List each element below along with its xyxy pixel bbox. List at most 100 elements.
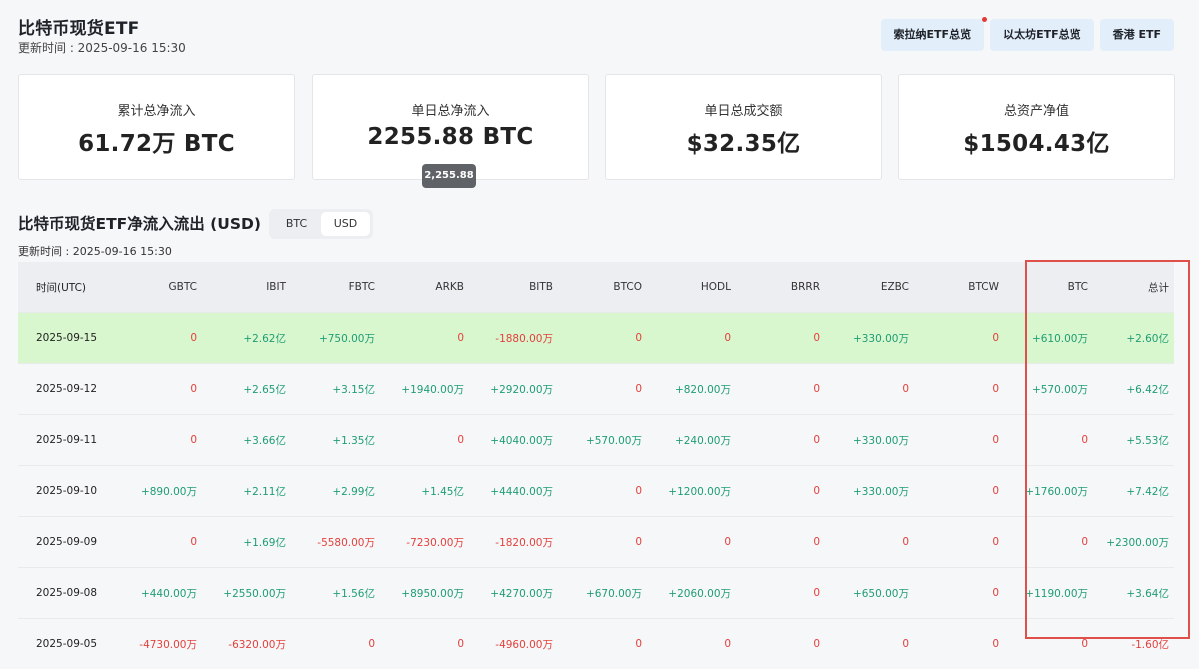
flow-cell: +650.00万 bbox=[825, 568, 914, 619]
flow-cell: 0 bbox=[647, 313, 736, 364]
flow-cell: 0 bbox=[123, 313, 202, 364]
column-header[interactable]: BRRR bbox=[736, 262, 825, 313]
flow-cell: +2.11亿 bbox=[202, 466, 291, 517]
flow-cell: +1.45亿 bbox=[380, 466, 469, 517]
column-header[interactable]: IBIT bbox=[202, 262, 291, 313]
flow-cell: -6320.00万 bbox=[202, 619, 291, 669]
flow-cell: +330.00万 bbox=[825, 415, 914, 466]
date-cell: 2025-09-09 bbox=[18, 517, 123, 568]
flow-cell: +440.00万 bbox=[123, 568, 202, 619]
flow-cell: 0 bbox=[380, 415, 469, 466]
flow-cell: +7.42亿 bbox=[1093, 466, 1174, 517]
flow-cell: 0 bbox=[914, 619, 1004, 669]
column-header[interactable]: 时间(UTC) bbox=[18, 262, 123, 313]
flow-cell: 0 bbox=[914, 313, 1004, 364]
date-cell: 2025-09-08 bbox=[18, 568, 123, 619]
flow-cell: -4730.00万 bbox=[123, 619, 202, 669]
flow-cell: +2550.00万 bbox=[202, 568, 291, 619]
flow-cell: 0 bbox=[291, 619, 380, 669]
column-header[interactable]: ARKB bbox=[380, 262, 469, 313]
column-header[interactable]: FBTC bbox=[291, 262, 380, 313]
flow-cell: 0 bbox=[1004, 517, 1093, 568]
date-cell: 2025-09-11 bbox=[18, 415, 123, 466]
flow-cell: +2.60亿 bbox=[1093, 313, 1174, 364]
date-cell: 2025-09-10 bbox=[18, 466, 123, 517]
flow-cell: +610.00万 bbox=[1004, 313, 1093, 364]
flow-cell: 0 bbox=[558, 619, 647, 669]
flow-cell: 0 bbox=[736, 364, 825, 415]
date-cell: 2025-09-05 bbox=[18, 619, 123, 669]
flow-cell: +2060.00万 bbox=[647, 568, 736, 619]
flow-cell: 0 bbox=[647, 517, 736, 568]
ethereum-etf-overview-button[interactable]: 以太坊ETF总览 bbox=[990, 19, 1094, 51]
flow-cell: +2.65亿 bbox=[202, 364, 291, 415]
section-update-time: 更新时间 : 2025-09-16 15:30 bbox=[18, 243, 172, 259]
flow-cell: 0 bbox=[558, 517, 647, 568]
flow-cell: 0 bbox=[558, 364, 647, 415]
column-header[interactable]: GBTC bbox=[123, 262, 202, 313]
stat-card-label: 单日总成交额 bbox=[606, 100, 881, 119]
solana-etf-overview-button[interactable]: 索拉纳ETF总览 bbox=[881, 19, 985, 51]
flow-cell: +2920.00万 bbox=[469, 364, 558, 415]
column-header[interactable]: BTCO bbox=[558, 262, 647, 313]
flow-cell: 0 bbox=[1004, 415, 1093, 466]
flow-cell: 0 bbox=[380, 619, 469, 669]
flow-cell: 0 bbox=[914, 568, 1004, 619]
flow-cell: +1760.00万 bbox=[1004, 466, 1093, 517]
date-cell: 2025-09-15 bbox=[18, 313, 123, 364]
flow-cell: +4440.00万 bbox=[469, 466, 558, 517]
flow-cell: 0 bbox=[914, 415, 1004, 466]
stat-card-label: 总资产净值 bbox=[899, 100, 1174, 119]
flow-cell: 0 bbox=[825, 619, 914, 669]
column-header[interactable]: EZBC bbox=[825, 262, 914, 313]
flow-cell: 0 bbox=[736, 313, 825, 364]
column-header[interactable]: BTC bbox=[1004, 262, 1093, 313]
flow-cell: 0 bbox=[736, 466, 825, 517]
table-row: 2025-09-10+890.00万+2.11亿+2.99亿+1.45亿+444… bbox=[18, 466, 1174, 517]
flow-cell: 0 bbox=[123, 517, 202, 568]
stat-card-label: 累计总净流入 bbox=[19, 100, 294, 119]
top-nav-buttons: 索拉纳ETF总览 以太坊ETF总览 香港 ETF bbox=[881, 19, 1174, 51]
flow-cell: +2300.00万 bbox=[1093, 517, 1174, 568]
flow-cell: +1.56亿 bbox=[291, 568, 380, 619]
page-title: 比特币现货ETF bbox=[18, 14, 139, 39]
flow-cell: +3.66亿 bbox=[202, 415, 291, 466]
flow-cell: -5580.00万 bbox=[291, 517, 380, 568]
flow-cell: +330.00万 bbox=[825, 313, 914, 364]
hongkong-etf-button[interactable]: 香港 ETF bbox=[1100, 19, 1174, 51]
column-header[interactable]: HODL bbox=[647, 262, 736, 313]
flow-cell: 0 bbox=[914, 466, 1004, 517]
stat-card-value: $32.35亿 bbox=[606, 124, 881, 158]
section-title: 比特币现货ETF净流入流出 (USD) bbox=[18, 212, 261, 234]
flow-cell: +570.00万 bbox=[1004, 364, 1093, 415]
flow-cell: 0 bbox=[736, 568, 825, 619]
flow-cell: +2.99亿 bbox=[291, 466, 380, 517]
stat-card-value: 61.72万 BTC bbox=[19, 124, 294, 158]
stat-card-label: 单日总净流入 bbox=[313, 100, 588, 119]
flow-cell: -1.60亿 bbox=[1093, 619, 1174, 669]
flow-cell: +1190.00万 bbox=[1004, 568, 1093, 619]
flow-cell: 0 bbox=[825, 517, 914, 568]
column-header[interactable]: BITB bbox=[469, 262, 558, 313]
flow-cell: 0 bbox=[914, 517, 1004, 568]
flow-cell: +8950.00万 bbox=[380, 568, 469, 619]
toggle-usd[interactable]: USD bbox=[321, 212, 370, 236]
flow-cell: 0 bbox=[825, 364, 914, 415]
flow-cell: 0 bbox=[1004, 619, 1093, 669]
flow-cell: +1200.00万 bbox=[647, 466, 736, 517]
solana-etf-overview-label: 索拉纳ETF总览 bbox=[894, 28, 972, 41]
flow-cell: +1.69亿 bbox=[202, 517, 291, 568]
flow-cell: +750.00万 bbox=[291, 313, 380, 364]
update-time: 更新时间 : 2025-09-16 15:30 bbox=[18, 39, 186, 56]
toggle-btc[interactable]: BTC bbox=[272, 212, 321, 236]
flow-cell: 0 bbox=[558, 466, 647, 517]
column-header[interactable]: 总计 bbox=[1093, 262, 1174, 313]
column-header[interactable]: BTCW bbox=[914, 262, 1004, 313]
